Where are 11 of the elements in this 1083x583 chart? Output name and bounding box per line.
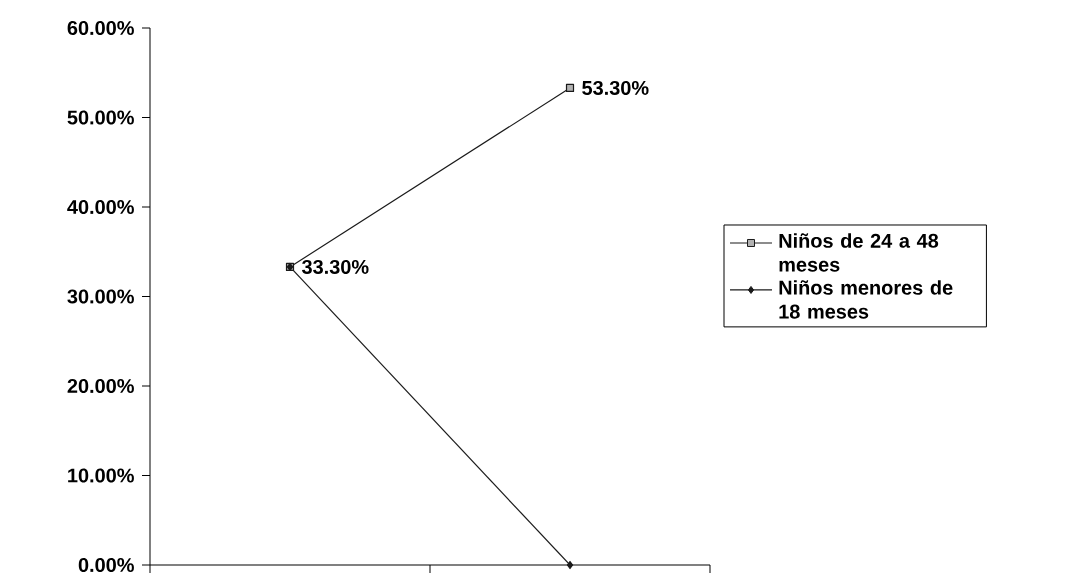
y-tick-label: 60.00% (67, 20, 134, 36)
y-tick-label: 30.00% (67, 289, 134, 304)
y-tick-label: 10.00% (68, 468, 134, 483)
y-tick-label: 0.00% (78, 557, 134, 573)
data-label: 33.30% (301, 259, 369, 275)
y-tick-label: 20.00% (67, 378, 134, 394)
y-tick-label: 50.00% (67, 110, 134, 125)
data-label: 53.30% (582, 80, 649, 96)
y-tick-label: 40.00% (67, 199, 134, 215)
legend-label: Niños de 24 a 48 meses (779, 233, 939, 272)
legend-label: Niños menores de 18 meses (779, 280, 953, 319)
